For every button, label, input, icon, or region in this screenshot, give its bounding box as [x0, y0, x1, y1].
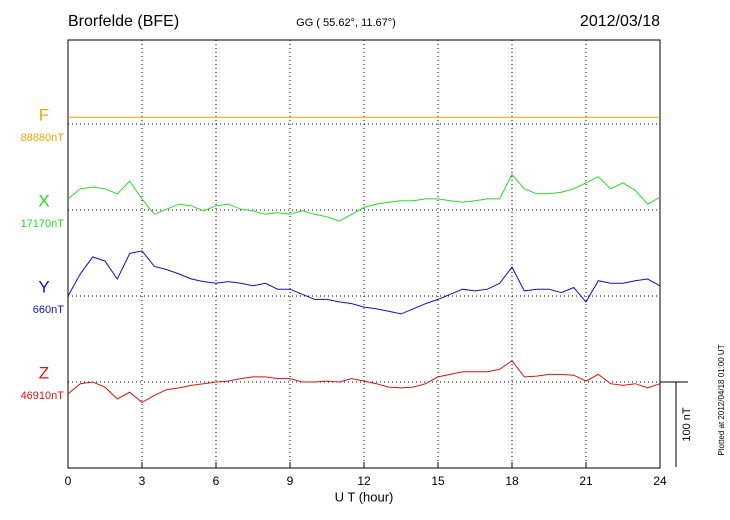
series-line: [67, 250, 661, 315]
baseline-label: 88880nT: [21, 132, 65, 144]
x-tick-label: 9: [287, 474, 294, 488]
chart-title: Brorfelde (BFE): [68, 13, 179, 30]
x-tick-label: 21: [579, 474, 593, 488]
x-tick-label: 15: [431, 474, 445, 488]
x-tick-label: 12: [357, 474, 371, 488]
series-name: X: [38, 191, 49, 210]
date: 2012/03/18: [580, 13, 660, 30]
baseline-label: 17170nT: [21, 218, 65, 230]
subtitle: GG ( 55.62°, 11.67°): [296, 17, 396, 29]
series-name: F: [39, 105, 49, 124]
x-tick-label: 6: [213, 474, 220, 488]
x-tick-label: 18: [505, 474, 519, 488]
baseline-label: 46910nT: [21, 390, 65, 402]
x-tick-label: 3: [139, 474, 146, 488]
series-name: Z: [39, 363, 49, 382]
series-line: [67, 360, 661, 404]
series-name: Y: [38, 277, 49, 296]
x-tick-label: 24: [653, 474, 667, 488]
baseline-label: 660nT: [33, 304, 64, 316]
series-line: [67, 173, 661, 222]
scale-bar-label: 100 nT: [681, 407, 693, 442]
x-tick-label: 0: [65, 474, 72, 488]
x-axis-label: U T (hour): [335, 489, 394, 504]
footer: Plotted at 2012/04/18 01:00 UT: [717, 344, 726, 455]
